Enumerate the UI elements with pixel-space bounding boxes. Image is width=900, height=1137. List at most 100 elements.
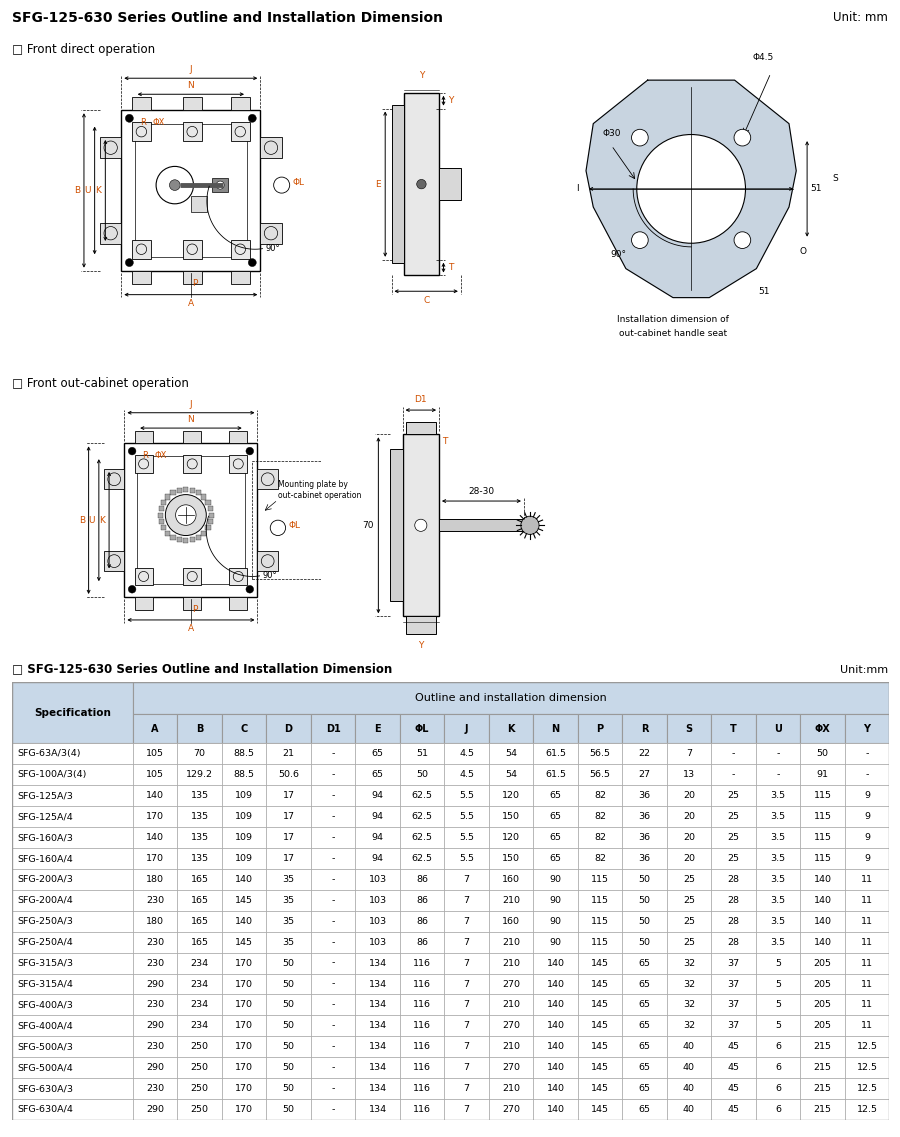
Bar (202, 495, 206, 499)
Text: 50: 50 (638, 896, 651, 905)
Text: N: N (187, 415, 194, 424)
Text: 170: 170 (235, 979, 253, 988)
Bar (711, 714, 756, 744)
Text: 103: 103 (368, 896, 387, 905)
Text: 90: 90 (550, 938, 562, 947)
Text: -: - (732, 771, 735, 779)
Text: 56.5: 56.5 (590, 771, 610, 779)
Text: 94: 94 (372, 833, 383, 843)
Bar (800, 973, 845, 995)
Text: 115: 115 (814, 833, 832, 843)
Text: SFG-315A/4: SFG-315A/4 (18, 979, 74, 988)
Text: B: B (74, 186, 80, 194)
Bar (845, 931, 889, 953)
Bar (711, 744, 756, 764)
Bar (667, 931, 711, 953)
Bar (711, 973, 756, 995)
Bar (266, 744, 310, 764)
Text: 62.5: 62.5 (411, 833, 433, 843)
Bar (221, 1078, 266, 1099)
Text: 205: 205 (814, 1001, 832, 1010)
Bar (667, 1057, 711, 1078)
Text: 210: 210 (502, 1084, 520, 1093)
Text: 140: 140 (546, 1043, 564, 1052)
Bar (845, 827, 889, 848)
Bar (12, 744, 133, 764)
Text: 86: 86 (416, 938, 428, 947)
Text: 94: 94 (372, 812, 383, 821)
Bar (445, 1036, 489, 1057)
Text: 140: 140 (814, 875, 832, 883)
Bar (445, 1078, 489, 1099)
Bar (132, 240, 150, 258)
Bar (845, 1036, 889, 1057)
Text: 145: 145 (591, 958, 609, 968)
Text: 62.5: 62.5 (411, 791, 433, 800)
Text: 37: 37 (727, 958, 740, 968)
Text: 50: 50 (416, 771, 428, 779)
Text: 50: 50 (283, 1084, 294, 1093)
Text: 90: 90 (550, 896, 562, 905)
Text: 65: 65 (372, 749, 383, 758)
Text: 40: 40 (683, 1043, 695, 1052)
Bar (445, 714, 489, 744)
Bar (800, 911, 845, 931)
Bar (221, 714, 266, 744)
Text: S: S (686, 723, 692, 733)
Bar (221, 931, 266, 953)
Text: 65: 65 (638, 1001, 651, 1010)
Text: 17: 17 (283, 812, 294, 821)
Text: 7: 7 (464, 896, 470, 905)
Text: N: N (552, 723, 560, 733)
Text: 28: 28 (727, 896, 740, 905)
Bar (310, 953, 356, 973)
Text: 170: 170 (235, 958, 253, 968)
Bar (622, 890, 667, 911)
Text: 6: 6 (775, 1043, 781, 1052)
Text: 20: 20 (683, 812, 695, 821)
Bar (177, 911, 221, 931)
Text: SFG-160A/3: SFG-160A/3 (18, 833, 74, 843)
Text: 82: 82 (594, 854, 606, 863)
Text: 135: 135 (191, 812, 209, 821)
Bar (310, 1099, 356, 1120)
Bar (489, 1015, 533, 1036)
Text: -: - (331, 1105, 335, 1114)
Bar (711, 1036, 756, 1057)
Circle shape (521, 516, 539, 534)
Bar (184, 431, 202, 443)
Bar (578, 911, 622, 931)
Text: 36: 36 (638, 791, 651, 800)
Bar (221, 764, 266, 786)
Text: 3.5: 3.5 (770, 854, 786, 863)
Bar (622, 869, 667, 890)
Bar (392, 106, 404, 263)
Bar (177, 806, 221, 827)
Bar (445, 827, 489, 848)
Bar (711, 786, 756, 806)
Text: 36: 36 (638, 854, 651, 863)
Text: 50: 50 (283, 1021, 294, 1030)
Text: A: A (188, 624, 194, 633)
Bar (266, 869, 310, 890)
Text: 82: 82 (594, 833, 606, 843)
Bar (404, 93, 439, 275)
Text: 120: 120 (502, 833, 520, 843)
Bar (177, 973, 221, 995)
Text: T: T (442, 438, 447, 447)
Bar (800, 931, 845, 953)
Bar (221, 1015, 266, 1036)
Text: 165: 165 (191, 938, 209, 947)
Bar (231, 123, 249, 141)
Bar (184, 597, 202, 609)
Text: 45: 45 (727, 1063, 740, 1072)
Text: 165: 165 (191, 896, 209, 905)
Bar (400, 744, 445, 764)
Bar (310, 1036, 356, 1057)
Bar (578, 1099, 622, 1120)
Bar (124, 443, 257, 597)
Bar (578, 1015, 622, 1036)
Text: 40: 40 (683, 1063, 695, 1072)
Bar (400, 911, 445, 931)
Text: 290: 290 (146, 1021, 164, 1030)
